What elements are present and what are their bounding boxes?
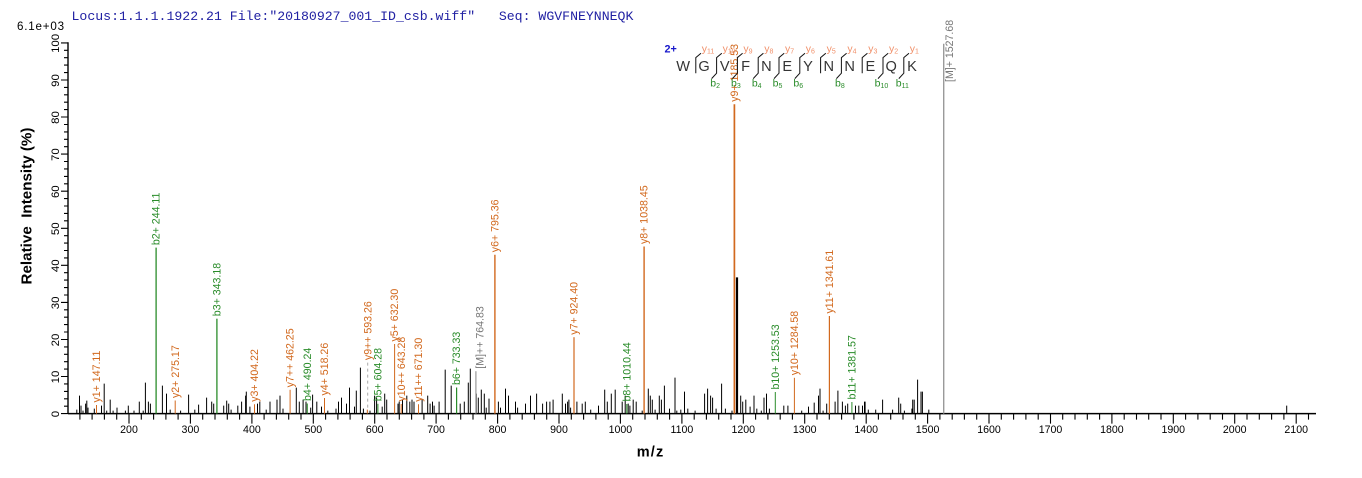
svg-text:F: F: [741, 59, 750, 75]
svg-text:50: 50: [50, 222, 62, 235]
svg-text:y9+ 1185.53: y9+ 1185.53: [729, 44, 741, 102]
svg-text:1900: 1900: [1162, 424, 1186, 436]
svg-text:b2+ 244.11: b2+ 244.11: [151, 192, 163, 245]
svg-text:Q: Q: [886, 59, 897, 75]
svg-text:b8: b8: [835, 78, 845, 91]
svg-text:y1: y1: [910, 43, 919, 56]
svg-text:b3+ 343.18: b3+ 343.18: [212, 263, 224, 316]
svg-text:1400: 1400: [854, 424, 878, 436]
svg-text:m/z: m/z: [637, 445, 665, 461]
svg-text:b4+ 490.24: b4+ 490.24: [302, 348, 314, 401]
svg-text:b5: b5: [773, 78, 783, 91]
svg-text:b11+ 1381.57: b11+ 1381.57: [847, 335, 859, 399]
svg-text:y6+ 795.36: y6+ 795.36: [490, 199, 502, 252]
svg-text:y7: y7: [785, 43, 794, 56]
svg-text:1300: 1300: [793, 424, 817, 436]
svg-text:200: 200: [120, 424, 138, 436]
svg-text:y11++ 671.30: y11++ 671.30: [413, 338, 425, 402]
svg-text:20: 20: [50, 334, 62, 347]
svg-text:y10++ 643.28: y10++ 643.28: [396, 337, 408, 402]
svg-text:y11+ 1341.61: y11+ 1341.61: [824, 250, 836, 314]
svg-text:E: E: [866, 59, 876, 75]
svg-text:1500: 1500: [916, 424, 940, 436]
svg-text:2000: 2000: [1223, 424, 1247, 436]
svg-text:y7+ 924.40: y7+ 924.40: [569, 282, 581, 335]
svg-text:K: K: [907, 59, 917, 75]
svg-text:W: W: [676, 59, 690, 75]
svg-text:y4: y4: [847, 43, 856, 56]
svg-text:Locus:1.1.1.1922.21 File:"2018: Locus:1.1.1.1922.21 File:"20180927_001_I…: [72, 9, 634, 24]
svg-text:E: E: [782, 59, 792, 75]
svg-text:b10+ 1253.53: b10+ 1253.53: [770, 324, 782, 389]
svg-text:6.1e+03: 6.1e+03: [17, 20, 65, 33]
svg-text:b3: b3: [731, 78, 741, 91]
svg-text:y2: y2: [889, 43, 898, 56]
svg-text:y5+ 632.30: y5+ 632.30: [389, 289, 401, 342]
svg-text:y9: y9: [743, 43, 752, 56]
svg-text:Y: Y: [803, 59, 813, 75]
svg-text:90: 90: [50, 74, 62, 87]
svg-text:1800: 1800: [1100, 424, 1124, 436]
svg-text:40: 40: [50, 259, 62, 272]
svg-text:0: 0: [50, 411, 62, 417]
svg-text:500: 500: [304, 424, 322, 436]
svg-text:300: 300: [182, 424, 200, 436]
svg-text:Relative Intensity (%): Relative Intensity (%): [19, 128, 36, 285]
svg-text:70: 70: [50, 148, 62, 161]
svg-text:y3+ 404.22: y3+ 404.22: [249, 349, 261, 402]
svg-text:100: 100: [50, 34, 62, 53]
svg-text:b6+ 733.33: b6+ 733.33: [451, 332, 463, 385]
svg-text:80: 80: [50, 111, 62, 124]
svg-text:b6: b6: [793, 78, 803, 91]
svg-text:y6: y6: [806, 43, 815, 56]
svg-text:[M]++ 764.83: [M]++ 764.83: [474, 306, 486, 369]
svg-text:10: 10: [50, 371, 62, 384]
svg-text:y1+ 147.11: y1+ 147.11: [91, 350, 103, 402]
svg-text:y10+ 1284.58: y10+ 1284.58: [789, 311, 801, 376]
svg-text:b2: b2: [710, 78, 720, 91]
svg-text:y4+ 518.26: y4+ 518.26: [319, 343, 331, 396]
svg-text:N: N: [844, 59, 855, 75]
svg-text:N: N: [761, 59, 772, 75]
svg-text:y3: y3: [868, 43, 877, 56]
svg-text:60: 60: [50, 185, 62, 198]
svg-text:2+: 2+: [665, 44, 677, 56]
svg-text:1000: 1000: [609, 424, 633, 436]
svg-text:y2+ 275.17: y2+ 275.17: [170, 345, 182, 398]
svg-text:30: 30: [50, 297, 62, 310]
svg-text:y5: y5: [827, 43, 836, 56]
svg-text:[M]+ 1527.68: [M]+ 1527.68: [944, 20, 956, 82]
svg-text:b8+ 1010.44: b8+ 1010.44: [621, 342, 633, 401]
svg-text:N: N: [824, 59, 835, 75]
svg-text:b4: b4: [752, 78, 762, 91]
svg-text:1100: 1100: [671, 424, 694, 436]
svg-text:900: 900: [550, 424, 568, 436]
svg-text:V: V: [720, 59, 730, 75]
svg-text:G: G: [698, 59, 709, 75]
svg-text:1700: 1700: [1039, 424, 1063, 436]
svg-text:400: 400: [243, 424, 261, 436]
svg-text:1200: 1200: [732, 424, 756, 436]
svg-text:b5+ 604.28: b5+ 604.28: [373, 348, 385, 401]
svg-text:700: 700: [427, 424, 445, 436]
svg-text:y8+ 1038.45: y8+ 1038.45: [639, 185, 651, 244]
svg-text:1600: 1600: [977, 424, 1001, 436]
svg-text:800: 800: [489, 424, 507, 436]
svg-text:y7++ 462.25: y7++ 462.25: [285, 328, 297, 387]
svg-text:600: 600: [366, 424, 384, 436]
svg-text:y8: y8: [764, 43, 773, 56]
svg-text:2100: 2100: [1284, 424, 1308, 436]
svg-text:y9++ 593.26: y9++ 593.26: [362, 301, 374, 360]
